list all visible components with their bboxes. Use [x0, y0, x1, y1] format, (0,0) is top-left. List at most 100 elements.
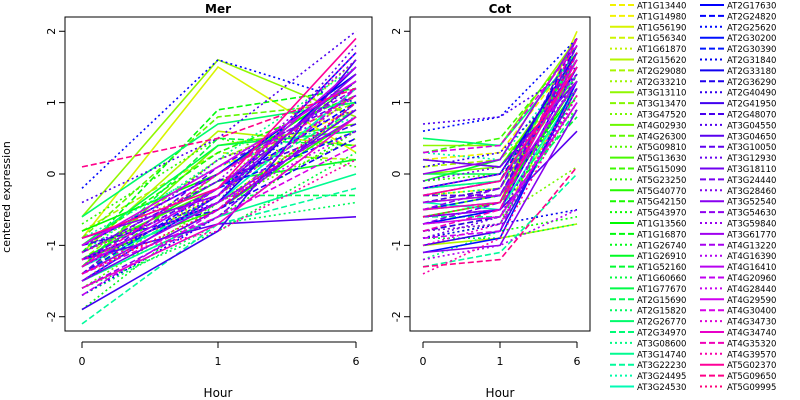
legend-label-at3g04550: AT3G04550 — [727, 121, 776, 131]
legend-label-at2g30390: AT2G30390 — [727, 45, 776, 55]
cot-line-at2g24820 — [422, 45, 578, 197]
cot-y-tick-label: 2 — [390, 28, 403, 35]
cot-line-at2g48070 — [422, 38, 578, 204]
mer-line-at5g09650 — [81, 87, 357, 168]
legend-label-at1g13560: AT1G13560 — [637, 220, 686, 230]
legend-label-at3g18110: AT3G18110 — [727, 165, 776, 175]
cot-line-at1g14980 — [422, 52, 578, 161]
mer-y-tick-label: 1 — [45, 99, 58, 106]
legend-label-at4g35320: AT4G35320 — [727, 339, 776, 349]
legend-label-at3g54630: AT3G54630 — [727, 209, 776, 219]
mer-line-at3g59840 — [81, 59, 357, 254]
mer-line-at1g16870 — [81, 87, 357, 254]
mer-line-at2g33210 — [81, 59, 357, 282]
legend-label-at4g39570: AT4G39570 — [727, 350, 776, 360]
cot-line-at3g18110 — [422, 80, 578, 168]
legend-label-at3g59840: AT3G59840 — [727, 220, 776, 230]
legend-label-at1g56190: AT1G56190 — [637, 23, 686, 33]
legend-label-at1g13440: AT1G13440 — [637, 2, 686, 12]
legend-label-at3g24440: AT3G24440 — [727, 176, 776, 186]
legend-label-at2g36290: AT2G36290 — [727, 78, 776, 88]
mer-y-tick-label: -1 — [45, 240, 58, 251]
legend-label-at1g61870: AT1G61870 — [637, 45, 686, 55]
mer-line-at2g41950 — [81, 59, 357, 311]
legend-label-at1g26910: AT1G26910 — [637, 252, 686, 262]
mer-y-axis: -2 -1 0 1 2 — [45, 28, 65, 322]
legend-label-at3g22230: AT3G22230 — [637, 361, 686, 371]
cot-line-at4g20960 — [422, 52, 578, 239]
cot-line-at4g16390 — [422, 208, 578, 261]
legend-label-at5g02370: AT5G02370 — [727, 361, 776, 371]
mer-line-at5g43970 — [81, 130, 357, 282]
legend-label-at3g28460: AT3G28460 — [727, 187, 776, 197]
legend-label-at2g25620: AT2G25620 — [727, 23, 776, 33]
legend-label-at2g41950: AT2G41950 — [727, 100, 776, 110]
cot-line-at2g25620 — [422, 37, 578, 132]
legend-label-at5g09810: AT5G09810 — [637, 143, 686, 153]
mer-line-at1g77670 — [81, 130, 357, 247]
mer-y-tick-label: 0 — [45, 171, 58, 178]
panel-mer-title: Mer — [205, 2, 231, 16]
legend-label-at4g02930: AT4G02930 — [637, 121, 686, 131]
mer-line-at2g15820 — [81, 201, 357, 297]
mer-line-at4g29590 — [81, 80, 357, 247]
legend-label-at4g30400: AT4G30400 — [727, 307, 776, 317]
cot-y-axis: -2 -1 0 1 2 — [390, 28, 410, 322]
legend-label-at3g04650: AT3G04650 — [727, 132, 776, 142]
legend-label-at2g31840: AT2G31840 — [727, 56, 776, 66]
mer-x-tick-label: 6 — [353, 355, 360, 368]
legend-label-at1g56340: AT1G56340 — [637, 34, 686, 44]
legend-label-at3g13470: AT3G13470 — [637, 100, 686, 110]
mer-line-at5g09995 — [81, 101, 357, 275]
cot-line-at5g02370 — [422, 66, 578, 197]
cot-y-tick-label: 0 — [390, 171, 403, 178]
cot-line-at4g28440 — [422, 73, 578, 190]
legend-label-at4g13220: AT4G13220 — [727, 241, 776, 251]
mer-series-lines — [81, 30, 357, 325]
legend-label-at3g10050: AT3G10050 — [727, 143, 776, 153]
cot-x-tick-label: 0 — [420, 355, 427, 368]
mer-line-at3g28460 — [81, 109, 357, 268]
legend-label-at4g16390: AT4G16390 — [727, 252, 776, 262]
legend-label-at5g42150: AT5G42150 — [637, 198, 686, 208]
cot-line-at2g31840 — [422, 208, 578, 239]
legend-label-at2g48070: AT2G48070 — [727, 111, 776, 121]
mer-line-at4g20960 — [81, 87, 357, 296]
legend-label-at4g16410: AT4G16410 — [727, 263, 776, 273]
mer-line-at5g02370 — [81, 37, 357, 239]
cot-line-at4g13220 — [422, 66, 578, 218]
cot-y-tick-label: 1 — [390, 99, 403, 106]
cot-series-lines — [422, 30, 578, 275]
legend-label-at4g29590: AT4G29590 — [727, 296, 776, 306]
panel-mer: Mer -2 -1 0 1 2 0 1 6 Hour — [45, 2, 373, 400]
panel-cot: Cot -2 -1 0 1 2 0 1 6 Hour — [390, 2, 591, 400]
cot-y-tick-label: -2 — [390, 311, 403, 322]
legend-label-at1g52160: AT1G52160 — [637, 263, 686, 273]
legend-label-at4g34730: AT4G34730 — [727, 318, 776, 328]
legend-label-at3g14740: AT3G14740 — [637, 350, 686, 360]
mer-line-at4g39570 — [81, 158, 357, 261]
legend-label-at3g52540: AT3G52540 — [727, 198, 776, 208]
cot-line-at3g59840 — [422, 95, 578, 232]
legend-label-at2g33180: AT2G33180 — [727, 67, 776, 77]
y-axis-title: centered expression — [0, 141, 13, 253]
legend-label-at1g16870: AT1G16870 — [637, 230, 686, 240]
legend-label-at1g26740: AT1G26740 — [637, 241, 686, 251]
legend-label-at5g43970: AT5G43970 — [637, 209, 686, 219]
legend-label-at2g29080: AT2G29080 — [637, 67, 686, 77]
mer-line-at3g22230 — [81, 187, 357, 325]
mer-x-axis: 0 1 6 — [79, 341, 360, 368]
legend-label-at3g24530: AT3G24530 — [637, 383, 686, 393]
legend-label-at1g14980: AT1G14980 — [637, 12, 686, 22]
legend-label-at2g24820: AT2G24820 — [727, 12, 776, 22]
legend-label-at4g26300: AT4G26300 — [637, 132, 686, 142]
mer-x-axis-title: Hour — [204, 386, 233, 400]
cot-line-at5g09650 — [422, 166, 578, 268]
legend-label-at2g30200: AT2G30200 — [727, 34, 776, 44]
legend-label-at4g34740: AT4G34740 — [727, 329, 776, 339]
legend-label-at5g13630: AT5G13630 — [637, 154, 686, 164]
mer-line-at3g12930 — [81, 44, 357, 247]
mer-line-at4g34740 — [81, 116, 357, 289]
cot-x-axis-title: Hour — [486, 386, 515, 400]
legend-label-at3g13110: AT3G13110 — [637, 89, 686, 99]
